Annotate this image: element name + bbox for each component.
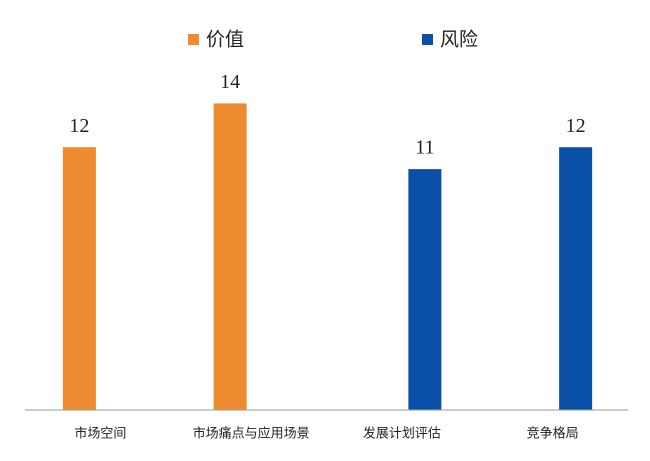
legend-label: 风险 [440, 29, 478, 51]
data-label: 12 [69, 115, 89, 137]
x-tick-label: 市场痛点与应用场景 [193, 426, 310, 442]
bar [62, 147, 96, 410]
data-label: 12 [566, 115, 586, 137]
data-label: 11 [415, 137, 434, 159]
bar [408, 169, 442, 410]
legend-label: 价值 [206, 29, 244, 51]
x-tick-label: 发展计划评估 [363, 426, 441, 442]
legend-swatch [422, 34, 433, 45]
bar [213, 103, 247, 411]
legend-swatch [188, 34, 199, 45]
x-tick-label: 竞争格局 [527, 426, 579, 442]
bar [559, 147, 593, 410]
x-tick-label: 市场空间 [74, 426, 126, 442]
data-label: 14 [220, 71, 240, 93]
